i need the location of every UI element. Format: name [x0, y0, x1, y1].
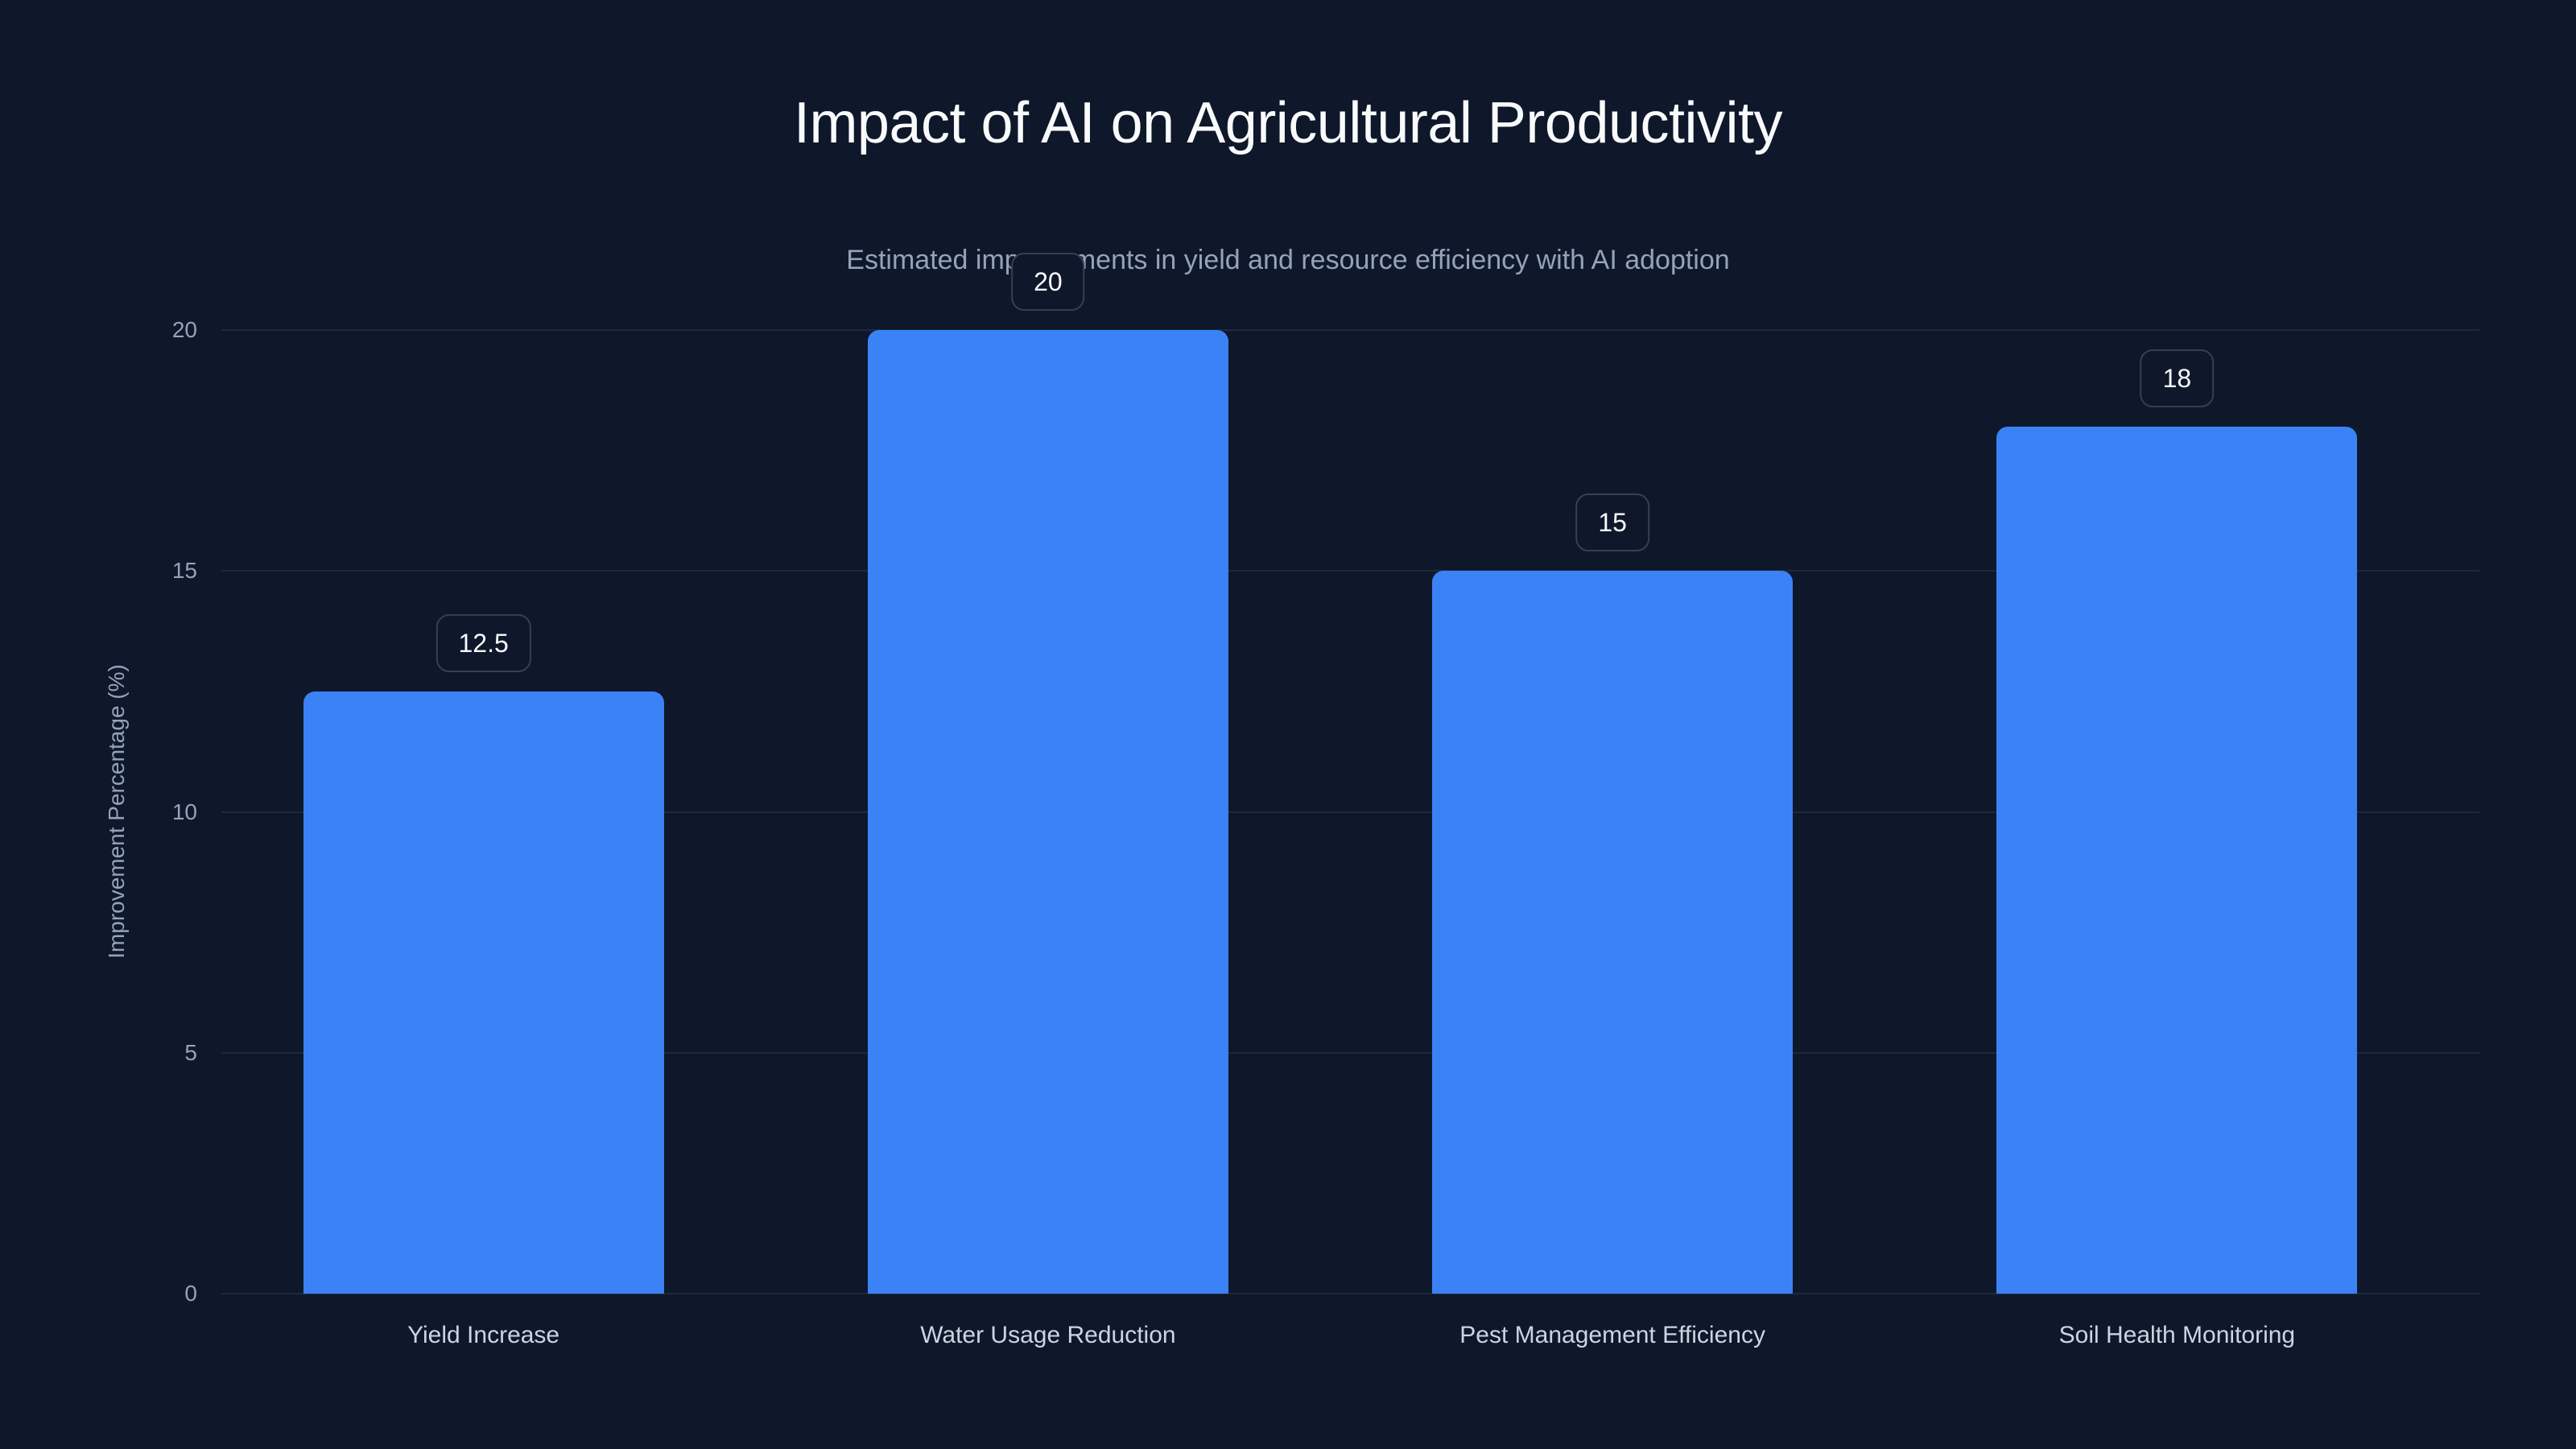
y-tick-label: 0 — [184, 1281, 197, 1306]
bar[interactable] — [867, 330, 1228, 1294]
value-label: 20 — [1011, 253, 1085, 311]
gridline — [221, 1051, 2479, 1054]
x-tick-label: Pest Management Efficiency — [1459, 1322, 1765, 1348]
x-tick-label: Yield Increase — [407, 1322, 560, 1348]
bar[interactable] — [303, 691, 664, 1294]
value-label: 15 — [1575, 493, 1649, 552]
y-tick-label: 5 — [184, 1039, 197, 1065]
gridline — [221, 570, 2479, 572]
gridline — [221, 811, 2479, 813]
chart-title: Impact of AI on Agricultural Productivit… — [793, 91, 1783, 155]
gridline — [221, 1293, 2479, 1294]
value-label: 18 — [2140, 349, 2215, 407]
bar[interactable] — [1432, 571, 1794, 1294]
value-label: 12.5 — [436, 613, 531, 672]
gridline — [221, 329, 2479, 331]
plot-area — [221, 329, 2479, 1294]
chart-subtitle: Estimated improvements in yield and reso… — [846, 245, 1730, 275]
y-tick-label: 15 — [171, 558, 197, 584]
y-tick-label: 20 — [171, 317, 197, 342]
y-tick-label: 10 — [171, 799, 197, 824]
bar[interactable] — [1996, 426, 2358, 1294]
x-tick-label: Water Usage Reduction — [920, 1322, 1176, 1348]
x-tick-label: Soil Health Monitoring — [2058, 1322, 2296, 1348]
